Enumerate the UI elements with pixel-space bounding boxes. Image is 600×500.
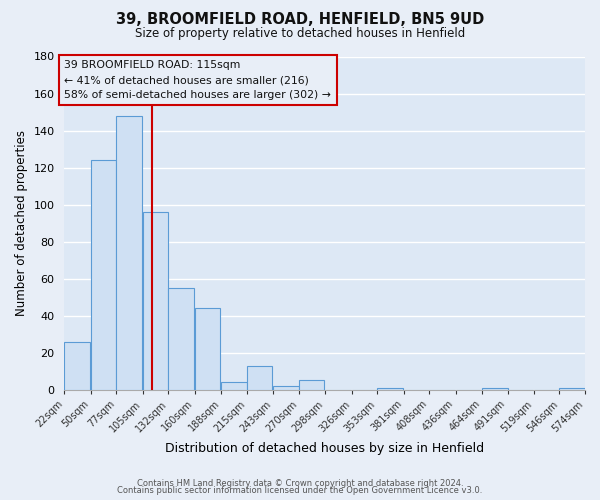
Bar (169, 288, 194, 390)
Bar (143, 212, 169, 390)
Bar (273, 386, 299, 390)
Bar (116, 116, 142, 390)
Text: Size of property relative to detached houses in Henfield: Size of property relative to detached ho… (135, 28, 465, 40)
Bar (221, 382, 247, 390)
Bar (247, 366, 272, 390)
Text: 39, BROOMFIELD ROAD, HENFIELD, BN5 9UD: 39, BROOMFIELD ROAD, HENFIELD, BN5 9UD (116, 12, 484, 28)
X-axis label: Distribution of detached houses by size in Henfield: Distribution of detached houses by size … (165, 442, 484, 455)
Bar (195, 308, 220, 390)
Text: 39 BROOMFIELD ROAD: 115sqm
← 41% of detached houses are smaller (216)
58% of sem: 39 BROOMFIELD ROAD: 115sqm ← 41% of deta… (64, 60, 331, 100)
Bar (559, 388, 585, 390)
Bar (377, 388, 403, 390)
Bar (64, 342, 90, 390)
Bar (482, 388, 508, 390)
Text: Contains HM Land Registry data © Crown copyright and database right 2024.: Contains HM Land Registry data © Crown c… (137, 478, 463, 488)
Text: Contains public sector information licensed under the Open Government Licence v3: Contains public sector information licen… (118, 486, 482, 495)
Y-axis label: Number of detached properties: Number of detached properties (15, 130, 28, 316)
Bar (91, 160, 116, 390)
Bar (299, 380, 324, 390)
